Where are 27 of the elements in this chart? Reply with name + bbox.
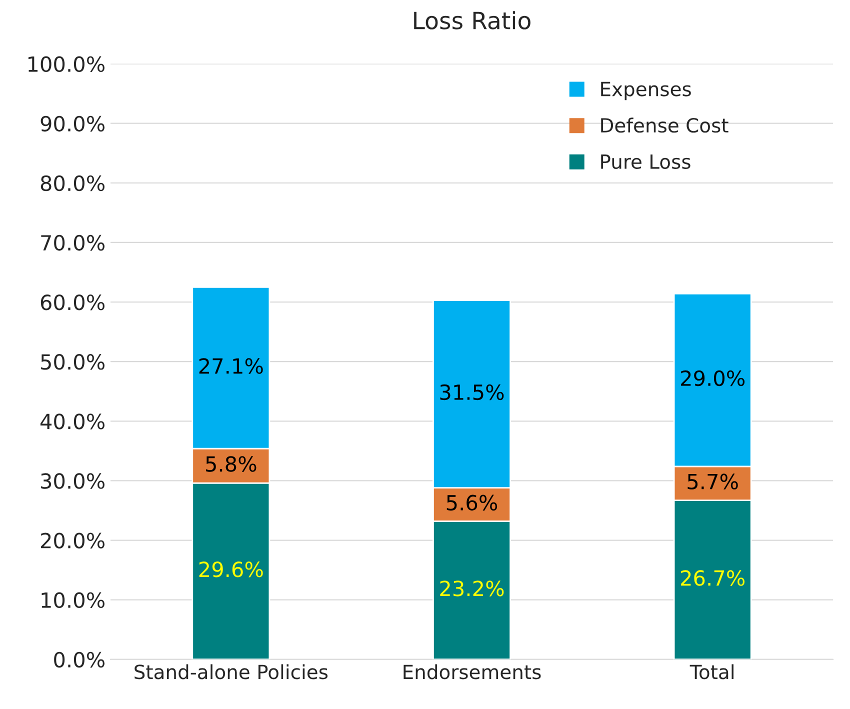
y-tick-label: 10.0% xyxy=(42,592,104,608)
y-tick-label: 0.0% xyxy=(54,652,104,668)
x-tick-label: Stand-alone Policies xyxy=(134,664,328,680)
y-tick-label: 40.0% xyxy=(40,414,104,430)
y-tick-label: 50.0% xyxy=(41,354,104,370)
data-label: 29.0% xyxy=(681,370,745,386)
legend-label: Expenses xyxy=(601,82,691,100)
data-label: 5.7% xyxy=(688,474,738,490)
chart-title: Loss Ratio xyxy=(414,11,530,30)
legend-label: Pure Loss xyxy=(601,154,690,169)
y-tick-label: 70.0% xyxy=(41,234,104,251)
legend-label: Defense Cost xyxy=(601,118,728,133)
y-tick-label: 30.0% xyxy=(41,473,104,489)
data-label: 27.1% xyxy=(199,358,263,374)
y-tick-label: 80.0% xyxy=(40,175,104,192)
y-tick-label: 60.0% xyxy=(40,294,104,310)
y-tick-label: 90.0% xyxy=(40,116,104,132)
data-label: 31.5% xyxy=(440,384,504,400)
x-tick-label: Endorsements xyxy=(404,664,541,680)
data-label: 5.8% xyxy=(206,456,256,472)
data-label: 26.7% xyxy=(681,570,745,586)
data-label: 5.6% xyxy=(446,494,498,511)
y-tick-label: 100.0% xyxy=(28,56,104,72)
data-label: 29.6% xyxy=(199,562,263,578)
y-tick-label: 20.0% xyxy=(40,532,104,548)
data-label: 23.2% xyxy=(440,580,504,596)
x-tick-label: Total xyxy=(690,664,734,680)
